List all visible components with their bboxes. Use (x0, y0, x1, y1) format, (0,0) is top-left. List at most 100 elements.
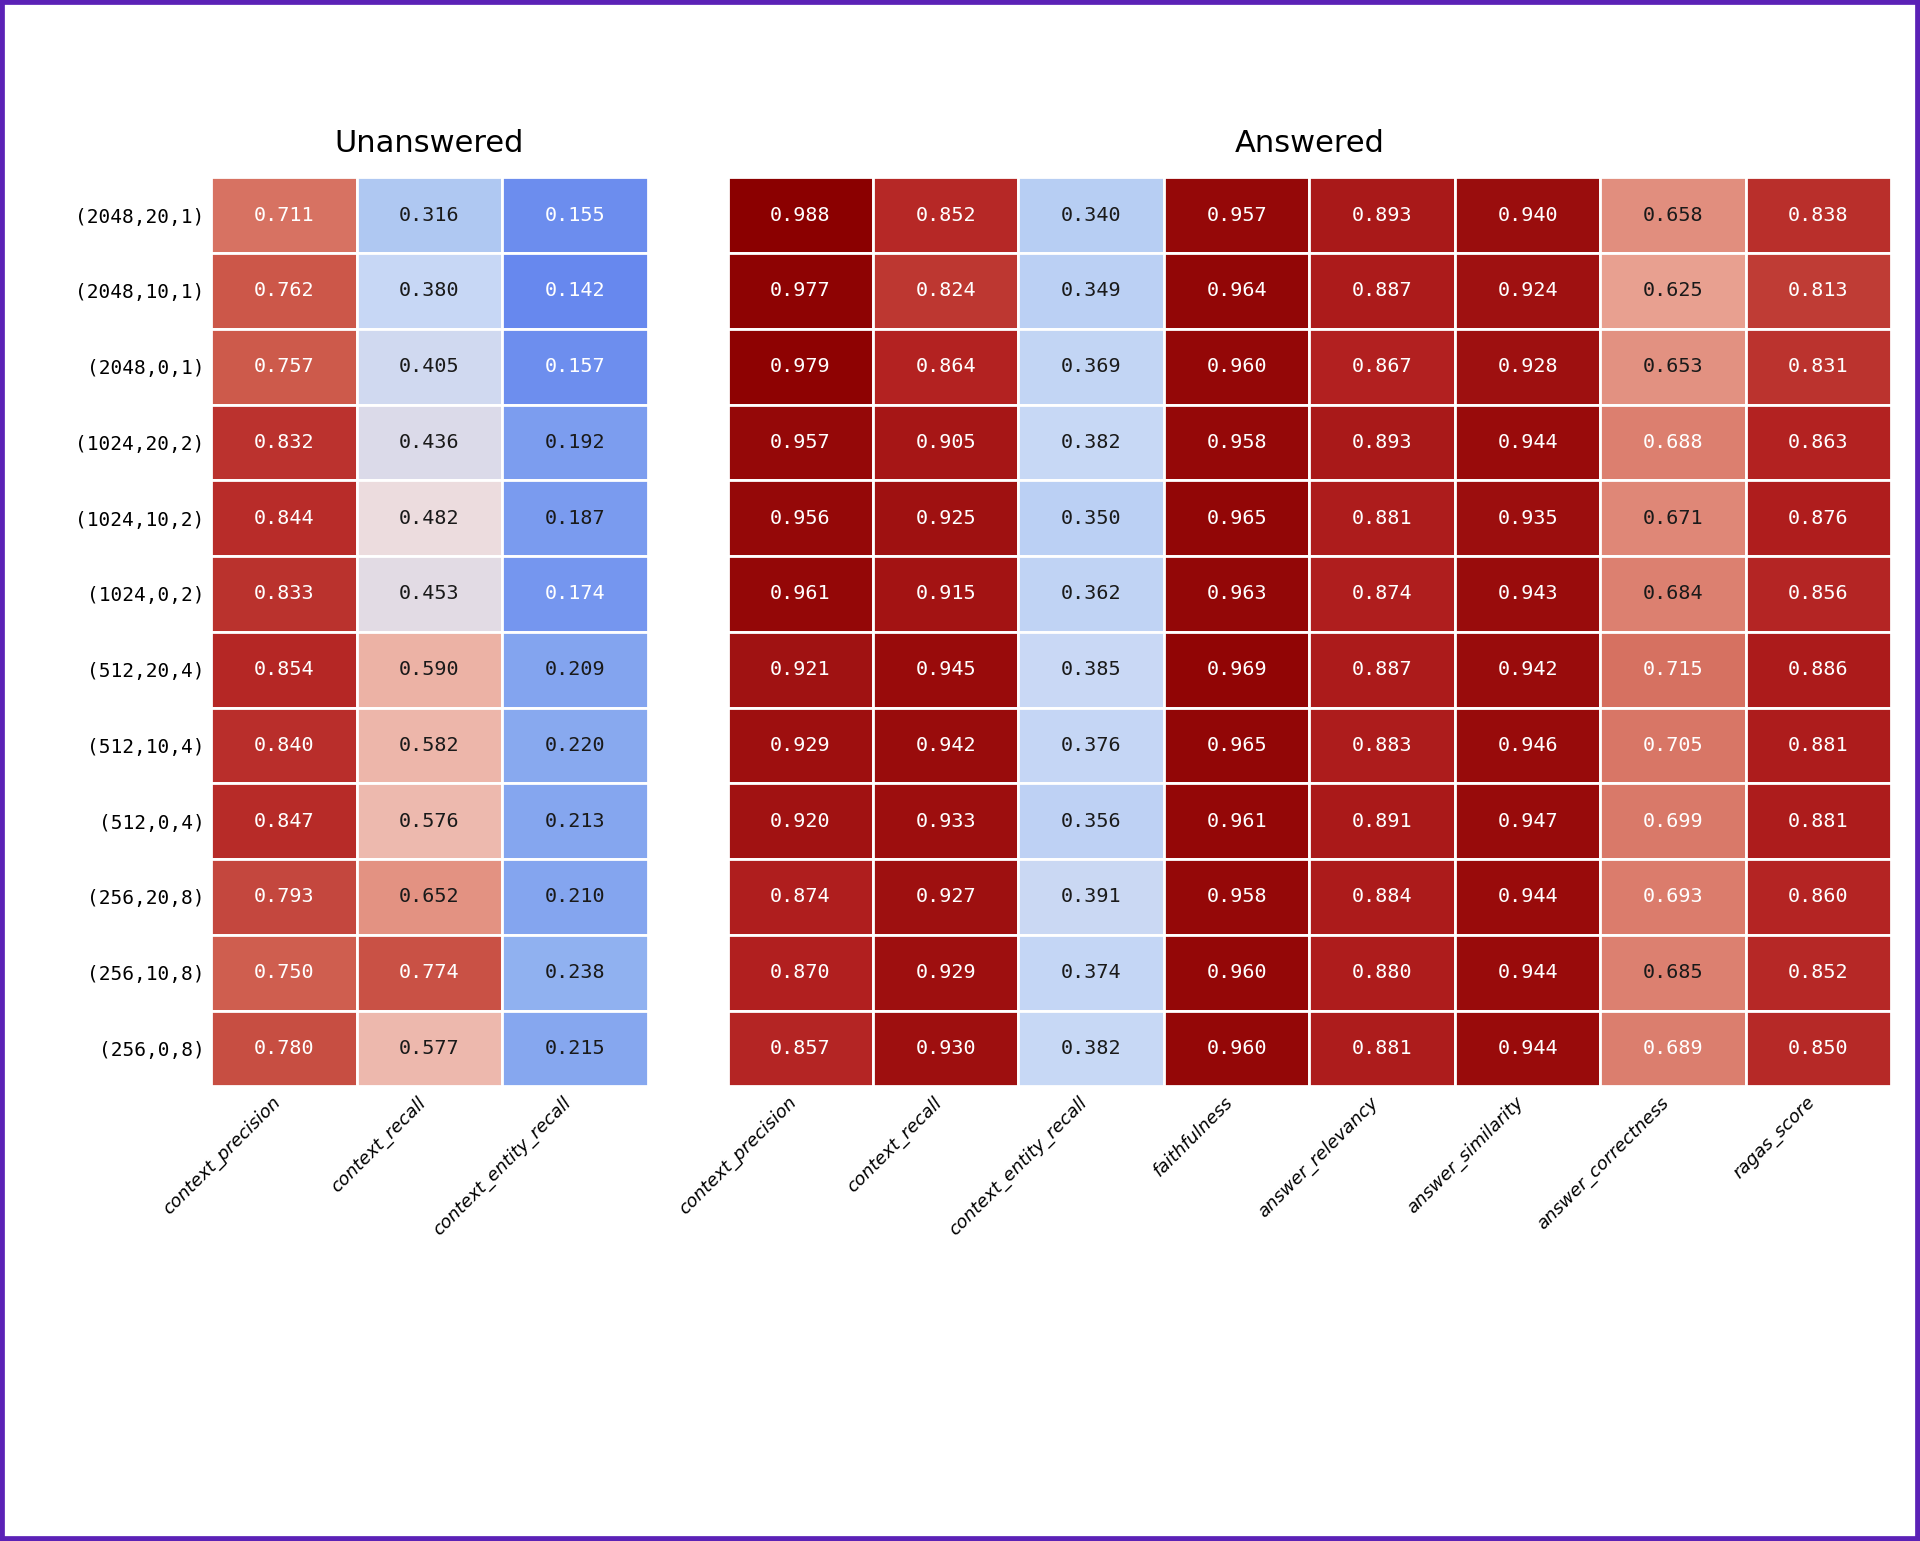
Text: 0.944: 0.944 (1498, 1039, 1557, 1059)
Bar (357, 556, 503, 632)
Bar (1599, 556, 1745, 632)
Bar (1599, 1011, 1745, 1086)
Text: 0.960: 0.960 (1206, 1039, 1267, 1059)
Bar (1745, 1011, 1891, 1086)
Bar (1018, 1011, 1164, 1086)
Bar (1745, 860, 1891, 935)
Text: 0.929: 0.929 (916, 963, 975, 982)
Bar (503, 481, 647, 556)
Bar (1018, 328, 1164, 404)
Text: 0.187: 0.187 (545, 509, 605, 527)
Text: 0.880: 0.880 (1352, 963, 1413, 982)
Bar (1309, 481, 1455, 556)
Bar (1745, 253, 1891, 328)
Text: 0.969: 0.969 (1206, 660, 1267, 680)
Text: 0.964: 0.964 (1206, 282, 1267, 300)
Bar (874, 404, 1018, 481)
Text: 0.382: 0.382 (1062, 433, 1121, 452)
Text: 0.944: 0.944 (1498, 888, 1557, 906)
Bar (211, 860, 357, 935)
Text: 0.757: 0.757 (253, 358, 315, 376)
Text: 0.356: 0.356 (1062, 812, 1121, 831)
Bar (357, 1011, 503, 1086)
Bar (1164, 707, 1309, 783)
Text: 0.860: 0.860 (1788, 888, 1849, 906)
Text: 0.577: 0.577 (399, 1039, 459, 1059)
Text: 0.958: 0.958 (1206, 888, 1267, 906)
Text: 0.374: 0.374 (1062, 963, 1121, 982)
Text: 0.340: 0.340 (1062, 205, 1121, 225)
Bar (1455, 632, 1599, 707)
Text: 0.957: 0.957 (770, 433, 831, 452)
Bar (1018, 556, 1164, 632)
Bar (357, 404, 503, 481)
Bar (503, 328, 647, 404)
Text: 0.405: 0.405 (399, 358, 459, 376)
Bar (1455, 1011, 1599, 1086)
Text: 0.174: 0.174 (545, 584, 605, 604)
Text: 0.881: 0.881 (1352, 1039, 1413, 1059)
Bar (357, 177, 503, 253)
Bar (728, 707, 874, 783)
Bar (357, 860, 503, 935)
Text: 0.693: 0.693 (1644, 888, 1703, 906)
Bar (357, 783, 503, 860)
Text: 0.840: 0.840 (253, 737, 315, 755)
Bar (1164, 860, 1309, 935)
Text: 0.813: 0.813 (1788, 282, 1849, 300)
Text: 0.238: 0.238 (545, 963, 605, 982)
Bar (728, 632, 874, 707)
Bar (1309, 935, 1455, 1011)
Bar (1018, 783, 1164, 860)
Bar (1164, 177, 1309, 253)
Text: 0.881: 0.881 (1788, 737, 1849, 755)
Text: 0.838: 0.838 (1788, 205, 1849, 225)
Bar (1309, 1011, 1455, 1086)
Text: 0.930: 0.930 (916, 1039, 975, 1059)
Text: 0.576: 0.576 (399, 812, 459, 831)
Text: 0.220: 0.220 (545, 737, 605, 755)
Bar (728, 783, 874, 860)
Text: 0.857: 0.857 (770, 1039, 831, 1059)
Bar (874, 707, 1018, 783)
Bar (357, 632, 503, 707)
Text: 0.944: 0.944 (1498, 963, 1557, 982)
Text: 0.876: 0.876 (1788, 509, 1849, 527)
Text: 0.925: 0.925 (916, 509, 975, 527)
Text: 0.625: 0.625 (1644, 282, 1703, 300)
Bar (211, 935, 357, 1011)
Bar (357, 481, 503, 556)
Bar (503, 632, 647, 707)
Bar (1599, 404, 1745, 481)
Bar (1018, 632, 1164, 707)
Text: 0.854: 0.854 (253, 660, 315, 680)
Text: 0.689: 0.689 (1644, 1039, 1703, 1059)
Bar (1599, 177, 1745, 253)
Text: 0.780: 0.780 (253, 1039, 315, 1059)
Bar (1455, 860, 1599, 935)
Bar (211, 481, 357, 556)
Bar (1309, 707, 1455, 783)
Bar (728, 253, 874, 328)
Text: 0.867: 0.867 (1352, 358, 1413, 376)
Text: 0.436: 0.436 (399, 433, 459, 452)
Bar (357, 707, 503, 783)
Bar (1018, 481, 1164, 556)
Bar (1164, 481, 1309, 556)
Text: 0.850: 0.850 (1788, 1039, 1849, 1059)
Bar (1745, 556, 1891, 632)
Bar (503, 935, 647, 1011)
Text: 0.942: 0.942 (1498, 660, 1557, 680)
Text: 0.482: 0.482 (399, 509, 459, 527)
Bar (1455, 556, 1599, 632)
Bar (874, 632, 1018, 707)
Bar (728, 1011, 874, 1086)
Bar (1745, 935, 1891, 1011)
Text: 0.943: 0.943 (1498, 584, 1557, 604)
Bar (211, 783, 357, 860)
Bar (1309, 860, 1455, 935)
Bar (874, 935, 1018, 1011)
Text: 0.864: 0.864 (916, 358, 975, 376)
Bar (1164, 404, 1309, 481)
Text: 0.774: 0.774 (399, 963, 459, 982)
